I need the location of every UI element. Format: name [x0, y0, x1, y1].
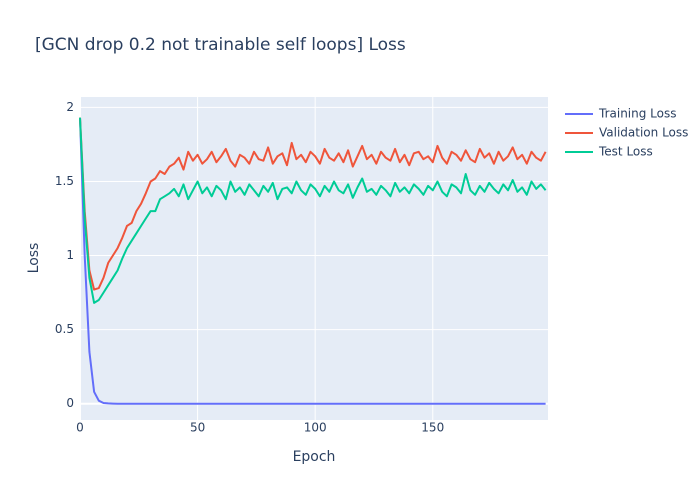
plot-area	[80, 97, 548, 420]
x-axis-title: Epoch	[293, 449, 336, 465]
legend-label: Test Loss	[598, 145, 653, 159]
x-tick-label: 0	[76, 421, 84, 435]
x-tick-label: 50	[190, 421, 205, 435]
data-line	[79, 117, 547, 291]
y-tick-label: 0.5	[55, 322, 74, 336]
data-line	[79, 117, 546, 405]
chart-title: [GCN drop 0.2 not trainable self loops] …	[35, 35, 406, 55]
x-tick-label: 100	[304, 421, 327, 435]
legend-label: Validation Loss	[599, 126, 688, 140]
y-tick-label: 1.5	[55, 174, 74, 188]
legend-label: Training Loss	[598, 107, 676, 121]
x-tick-label: 150	[421, 421, 444, 435]
data-line	[79, 117, 547, 304]
y-tick-label: 1	[66, 248, 74, 262]
lines	[79, 117, 547, 405]
y-tick-label: 2	[66, 100, 74, 114]
y-tick-label: 0	[66, 396, 74, 410]
y-axis-title: Loss	[26, 243, 42, 274]
